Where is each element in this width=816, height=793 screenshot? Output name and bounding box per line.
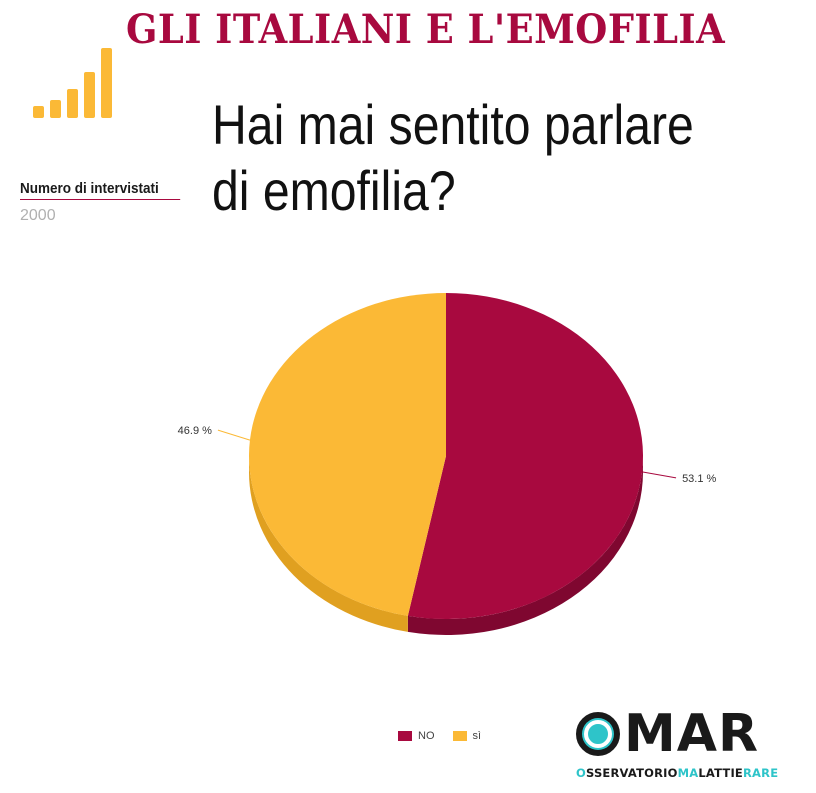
omar-logo: MAR OSSERVATORIOMALATTIERARE (576, 706, 806, 780)
legend-item-no: NO (398, 730, 435, 742)
pie-slice-si (249, 293, 446, 616)
pie-side-1 (249, 456, 408, 632)
legend-label-si: sì (472, 730, 482, 742)
pie-slice-no (407, 292, 644, 619)
leader-line-1 (217, 429, 251, 441)
eye-icon (576, 712, 620, 756)
bar-chart-icon (33, 48, 112, 118)
legend: NO sì (398, 730, 481, 742)
data-label-si: 46.9 % (178, 425, 212, 437)
legend-item-si: sì (452, 730, 482, 742)
question-title: Hai mai sentito parlare di emofilia? (212, 93, 694, 222)
omar-word: MAR (624, 704, 760, 764)
legend-swatch-si (452, 731, 467, 741)
respondents-label: Numero di intervistati (20, 180, 181, 200)
data-label-no: 53.1 % (682, 473, 716, 485)
legend-label-no: NO (418, 730, 435, 742)
omar-subtitle: OSSERVATORIOMALATTIERARE (576, 766, 779, 780)
headline-title: GLI ITALIANI E L'EMOFILIA (126, 6, 726, 53)
legend-swatch-no (398, 731, 412, 741)
respondents-value: 2000 (20, 207, 56, 224)
leader-line-0 (641, 471, 677, 479)
omar-wordmark: MAR (576, 706, 806, 762)
